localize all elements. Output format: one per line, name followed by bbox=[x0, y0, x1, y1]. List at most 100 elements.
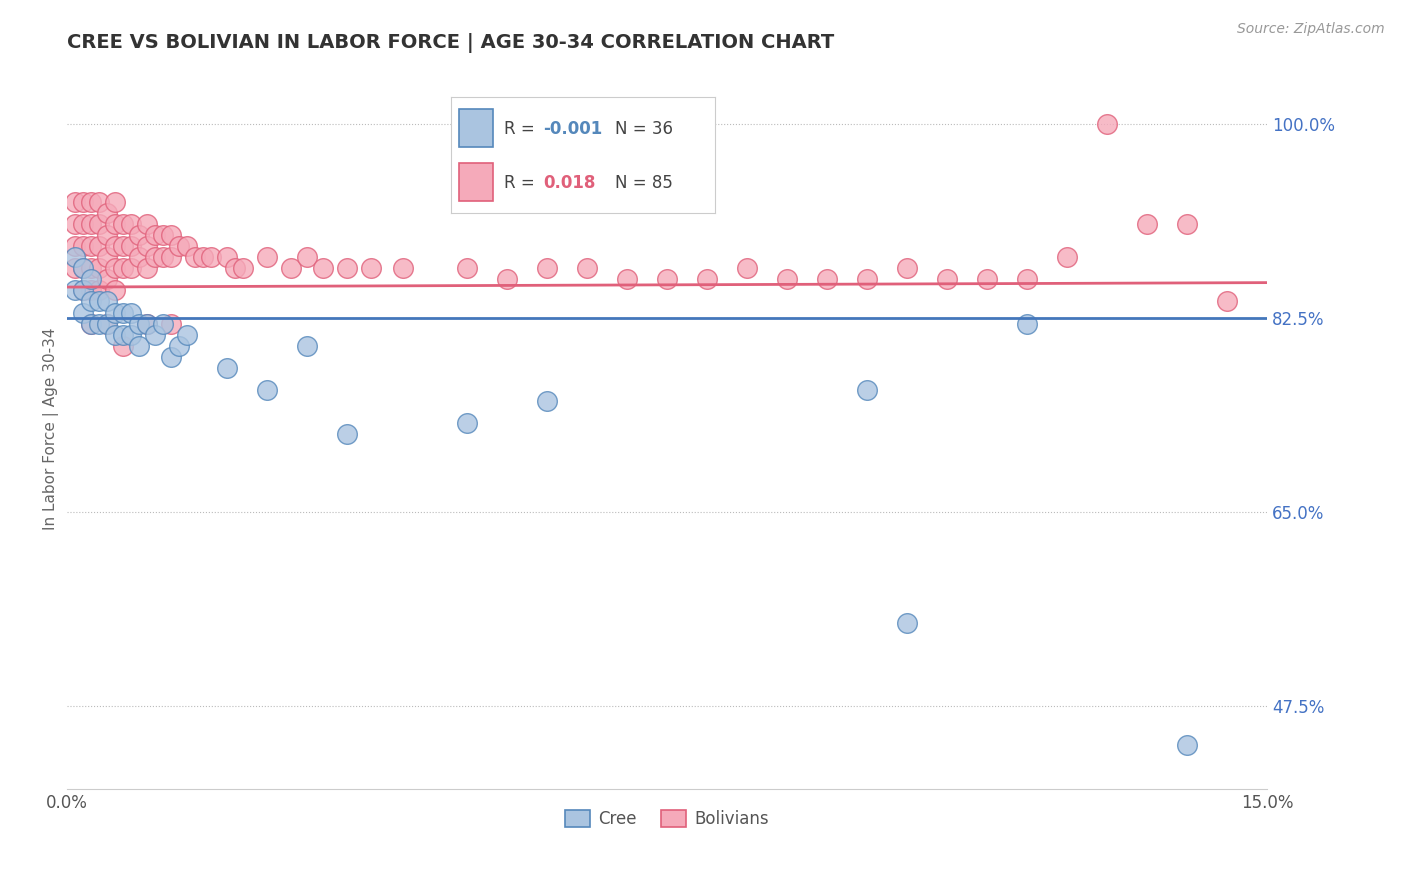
Point bbox=[200, 250, 222, 264]
Point bbox=[1175, 738, 1198, 752]
Point bbox=[112, 217, 135, 231]
Point bbox=[160, 350, 183, 364]
Point bbox=[80, 294, 103, 309]
Point bbox=[312, 261, 335, 276]
Point bbox=[96, 227, 118, 242]
Point bbox=[136, 261, 159, 276]
Text: CREE VS BOLIVIAN IN LABOR FORCE | AGE 30-34 CORRELATION CHART: CREE VS BOLIVIAN IN LABOR FORCE | AGE 30… bbox=[67, 33, 834, 53]
Point bbox=[295, 339, 318, 353]
Point bbox=[96, 272, 118, 286]
Point bbox=[104, 239, 127, 253]
Point bbox=[72, 261, 94, 276]
Point bbox=[215, 361, 238, 376]
Point bbox=[104, 305, 127, 319]
Point bbox=[536, 261, 558, 276]
Point bbox=[112, 327, 135, 342]
Point bbox=[336, 427, 359, 442]
Point bbox=[63, 261, 86, 276]
Point bbox=[167, 239, 190, 253]
Point bbox=[104, 261, 127, 276]
Point bbox=[80, 217, 103, 231]
Point bbox=[256, 383, 278, 397]
Point bbox=[1136, 217, 1159, 231]
Point bbox=[496, 272, 519, 286]
Point bbox=[152, 227, 174, 242]
Point bbox=[80, 239, 103, 253]
Point bbox=[232, 261, 254, 276]
Point bbox=[160, 227, 183, 242]
Point bbox=[128, 227, 150, 242]
Point bbox=[128, 250, 150, 264]
Point bbox=[536, 394, 558, 409]
Point bbox=[80, 261, 103, 276]
Point bbox=[896, 615, 918, 630]
Point bbox=[120, 239, 142, 253]
Point bbox=[104, 284, 127, 298]
Point bbox=[896, 261, 918, 276]
Point bbox=[128, 317, 150, 331]
Point bbox=[136, 239, 159, 253]
Point bbox=[392, 261, 415, 276]
Point bbox=[87, 284, 110, 298]
Point bbox=[120, 327, 142, 342]
Point bbox=[1095, 117, 1118, 131]
Point bbox=[87, 317, 110, 331]
Point bbox=[176, 239, 198, 253]
Point bbox=[87, 294, 110, 309]
Point bbox=[215, 250, 238, 264]
Point bbox=[96, 250, 118, 264]
Point bbox=[104, 217, 127, 231]
Point bbox=[80, 317, 103, 331]
Point bbox=[96, 294, 118, 309]
Point bbox=[696, 272, 718, 286]
Point bbox=[184, 250, 207, 264]
Point bbox=[87, 194, 110, 209]
Point bbox=[152, 317, 174, 331]
Point bbox=[143, 250, 166, 264]
Point bbox=[224, 261, 246, 276]
Point bbox=[128, 339, 150, 353]
Point bbox=[143, 327, 166, 342]
Point bbox=[120, 217, 142, 231]
Point bbox=[160, 317, 183, 331]
Point bbox=[112, 305, 135, 319]
Point bbox=[1216, 294, 1239, 309]
Point bbox=[295, 250, 318, 264]
Point bbox=[72, 239, 94, 253]
Point bbox=[63, 284, 86, 298]
Point bbox=[80, 272, 103, 286]
Point bbox=[1175, 217, 1198, 231]
Point bbox=[72, 284, 94, 298]
Point bbox=[1015, 272, 1038, 286]
Point bbox=[96, 206, 118, 220]
Point bbox=[160, 250, 183, 264]
Point bbox=[96, 317, 118, 331]
Point bbox=[72, 305, 94, 319]
Point bbox=[63, 239, 86, 253]
Point bbox=[80, 194, 103, 209]
Point bbox=[136, 317, 159, 331]
Point bbox=[136, 317, 159, 331]
Point bbox=[936, 272, 959, 286]
Y-axis label: In Labor Force | Age 30-34: In Labor Force | Age 30-34 bbox=[44, 327, 59, 530]
Point bbox=[63, 250, 86, 264]
Point bbox=[735, 261, 758, 276]
Point bbox=[120, 305, 142, 319]
Point bbox=[120, 261, 142, 276]
Point bbox=[112, 261, 135, 276]
Point bbox=[112, 239, 135, 253]
Point bbox=[63, 194, 86, 209]
Point bbox=[1056, 250, 1078, 264]
Point bbox=[191, 250, 214, 264]
Point bbox=[856, 383, 879, 397]
Point bbox=[815, 272, 838, 286]
Point bbox=[176, 327, 198, 342]
Point bbox=[280, 261, 302, 276]
Point bbox=[72, 261, 94, 276]
Point bbox=[655, 272, 678, 286]
Point bbox=[63, 217, 86, 231]
Point bbox=[1015, 317, 1038, 331]
Point bbox=[336, 261, 359, 276]
Point bbox=[87, 261, 110, 276]
Legend: Cree, Bolivians: Cree, Bolivians bbox=[558, 804, 776, 835]
